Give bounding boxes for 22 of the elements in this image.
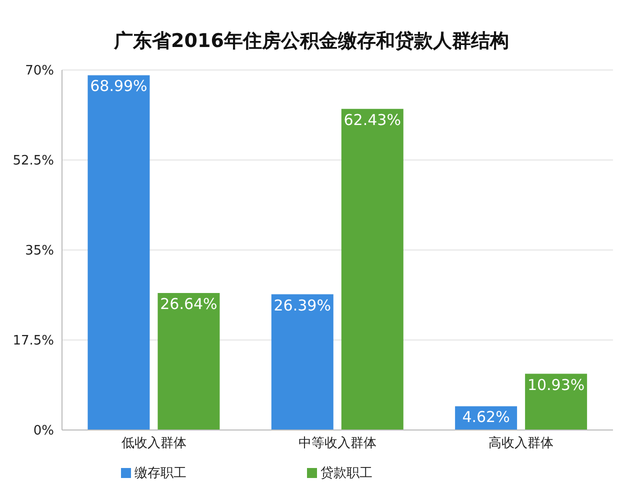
x-tick-label: 中等收入群体 — [298, 436, 376, 452]
y-tick-label: 17.5% — [12, 334, 54, 349]
y-tick-label: 0% — [33, 424, 54, 439]
y-tick-label: 35% — [25, 244, 54, 259]
bar — [341, 108, 404, 430]
legend-label: 缴存职工 — [134, 466, 186, 481]
x-tick-label: 低收入群体 — [121, 436, 186, 452]
bar — [88, 75, 150, 430]
data-label: 10.93% — [527, 376, 585, 394]
chart-title: 广东省2016年住房公积金缴存和贷款人群结构 — [112, 29, 510, 54]
y-tick-label: 70% — [25, 64, 54, 79]
data-label: 26.39% — [274, 296, 331, 314]
bar — [525, 374, 588, 430]
data-label: 62.43% — [344, 110, 401, 129]
y-tick-label: 52.5% — [12, 154, 54, 169]
legend-label: 贷款职工 — [320, 466, 372, 481]
bar — [271, 294, 334, 430]
data-label: 26.64% — [160, 294, 218, 313]
data-label: 68.99% — [90, 77, 148, 96]
x-tick-label: 高收入群体 — [488, 435, 554, 452]
data-label: 4.62% — [462, 408, 510, 426]
bar — [158, 292, 220, 430]
